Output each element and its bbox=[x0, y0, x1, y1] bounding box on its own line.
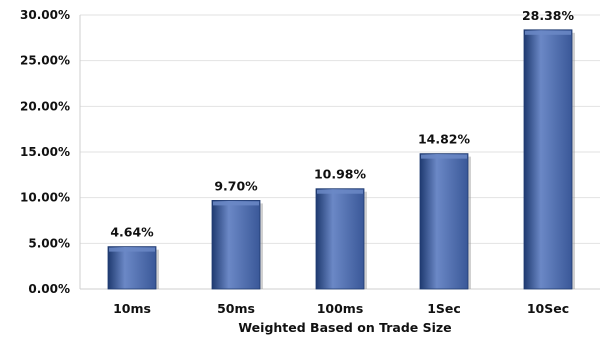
labels: 0.00% 5.00% 10.00% 15.00% 20.00% 25.00% 30.00%… bbox=[20, 8, 574, 316]
y-tick-label: 10.00% bbox=[20, 191, 70, 205]
bar-group bbox=[107, 246, 159, 290]
bar-top-highlight bbox=[525, 30, 571, 35]
x-tick-label: 50ms bbox=[217, 301, 255, 316]
bar-group bbox=[523, 29, 575, 290]
bar-top-highlight bbox=[109, 247, 155, 252]
bar bbox=[419, 153, 469, 290]
bar-group bbox=[419, 153, 471, 290]
data-label: 9.70% bbox=[214, 178, 258, 193]
bar-top-highlight bbox=[317, 189, 363, 194]
x-tick-label: 1Sec bbox=[427, 301, 461, 316]
bar-top-highlight bbox=[421, 154, 467, 159]
x-tick-label: 100ms bbox=[317, 301, 364, 316]
bar-top-highlight bbox=[213, 201, 259, 206]
x-tick-label: 10Sec bbox=[527, 301, 569, 316]
bar-group bbox=[211, 200, 263, 290]
bar bbox=[107, 246, 157, 290]
y-tick-label: 15.00% bbox=[20, 145, 70, 159]
bar bbox=[523, 29, 573, 290]
y-tick-label: 30.00% bbox=[20, 8, 70, 22]
gridlines bbox=[80, 14, 600, 244]
bar-group bbox=[315, 188, 367, 290]
data-label: 14.82% bbox=[418, 132, 471, 147]
data-label: 10.98% bbox=[314, 167, 367, 182]
data-label: 28.38% bbox=[522, 8, 575, 23]
y-tick-label: 5.00% bbox=[28, 236, 70, 250]
y-tick-label: 20.00% bbox=[20, 99, 70, 113]
bar bbox=[315, 188, 365, 290]
x-axis-title: Weighted Based on Trade Size bbox=[238, 320, 451, 335]
data-label: 4.64% bbox=[110, 225, 154, 240]
bar bbox=[211, 200, 261, 290]
y-tick-label: 25.00% bbox=[20, 54, 70, 68]
y-tick-label: 0.00% bbox=[28, 282, 70, 296]
x-tick-label: 10ms bbox=[113, 301, 151, 316]
bars bbox=[107, 29, 575, 290]
